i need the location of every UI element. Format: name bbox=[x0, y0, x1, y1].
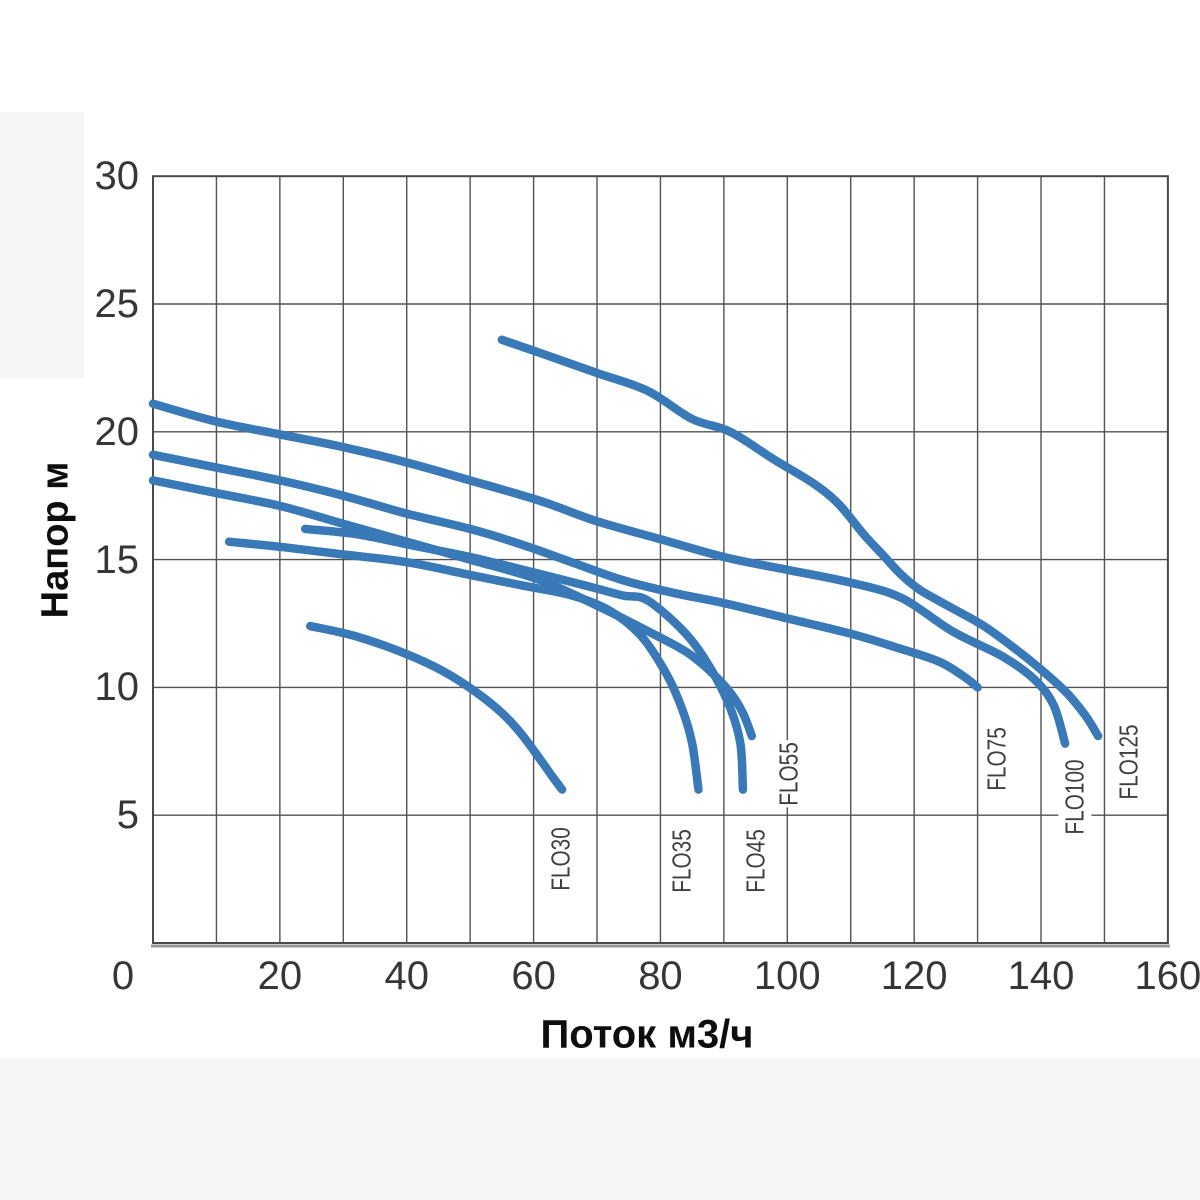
curve-label-flo45: FLO45 bbox=[739, 827, 773, 895]
curve-flo45 bbox=[300, 524, 748, 794]
curve-flo75 bbox=[148, 450, 982, 692]
x-tick-label: 160 bbox=[1134, 954, 1200, 998]
plot-border bbox=[152, 175, 1169, 944]
x-tick-label: 120 bbox=[880, 954, 948, 998]
curve-flo100 bbox=[148, 399, 1070, 748]
y-tick-label: 20 bbox=[94, 409, 140, 454]
x-axis-title: Поток м3/ч bbox=[540, 1012, 754, 1057]
x-tick-label: 60 bbox=[511, 954, 556, 998]
x-tick-label: 20 bbox=[257, 954, 303, 998]
y-tick-label: 10 bbox=[94, 665, 140, 710]
x-tick-label: 80 bbox=[638, 954, 683, 998]
curve-flo125 bbox=[497, 335, 1103, 741]
y-tick-label: 30 bbox=[94, 154, 140, 199]
y-tick-label: 5 bbox=[116, 793, 139, 838]
x-tick-label: 140 bbox=[1007, 954, 1075, 998]
x-tick-label: 0 bbox=[111, 954, 135, 998]
background-tint-top-left bbox=[0, 112, 84, 378]
curve-label-flo100: FLO100 bbox=[1058, 758, 1092, 837]
x-tick-label: 40 bbox=[384, 954, 429, 998]
curve-label-flo125: FLO125 bbox=[1112, 722, 1146, 801]
y-tick-label: 15 bbox=[94, 537, 140, 582]
curve-label-flo75: FLO75 bbox=[979, 725, 1014, 793]
x-tick-label: 100 bbox=[753, 954, 821, 998]
y-tick-label: 25 bbox=[94, 282, 140, 326]
curve-label-flo55: FLO55 bbox=[772, 740, 806, 808]
curve-label-flo35: FLO35 bbox=[665, 827, 699, 895]
background-tint-bottom-band bbox=[0, 1058, 1200, 1200]
curve-label-flo30: FLO30 bbox=[544, 825, 578, 893]
curve-flo30 bbox=[306, 621, 567, 794]
y-axis-title: Напор м bbox=[34, 461, 77, 619]
curve-flo55 bbox=[148, 476, 757, 741]
